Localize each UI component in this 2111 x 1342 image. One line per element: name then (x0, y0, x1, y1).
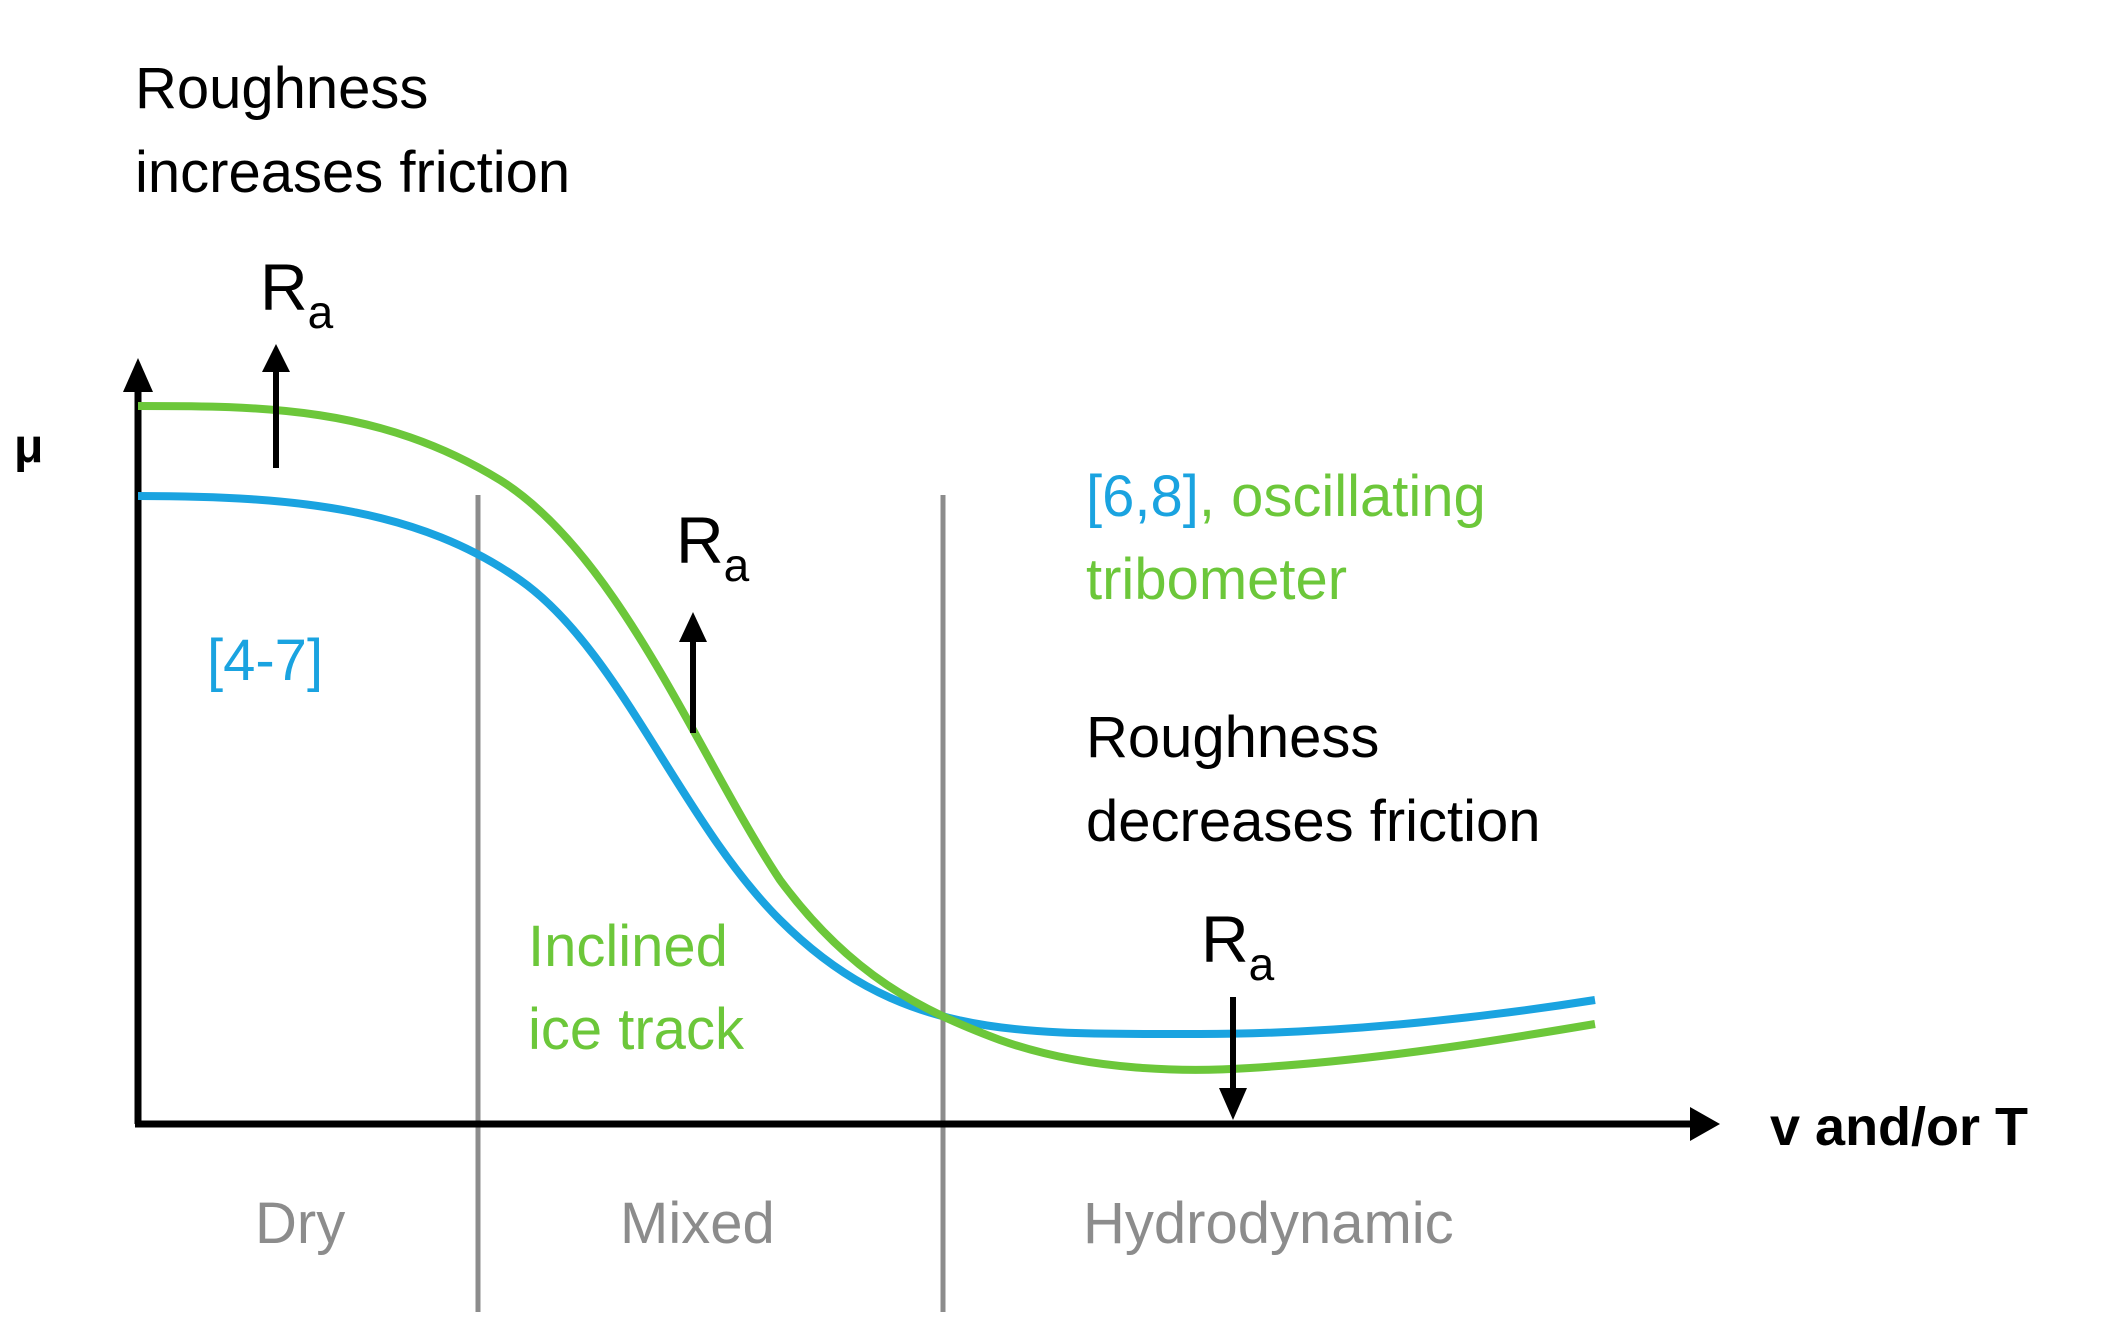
annotation-decreases-line2: decreases friction (1086, 789, 1541, 854)
ra-label-mixed: Ra (676, 503, 750, 591)
blue-reference-label: [4-7] (207, 628, 323, 693)
y-axis-label: μ (14, 420, 43, 473)
ra-arrow-dry-head (262, 344, 290, 372)
blue-friction-curve (137, 492, 1596, 1039)
regime-label-dry: Dry (255, 1191, 345, 1256)
green-friction-curve (137, 402, 1596, 1074)
ra-arrow-mixed-head (679, 612, 707, 642)
regime-label-hydrodynamic: Hydrodynamic (1083, 1191, 1454, 1256)
x-axis-label: v and/or T (1770, 1097, 2028, 1157)
x-axis-arrowhead (1690, 1107, 1720, 1141)
ra-label-hydro: Ra (1201, 902, 1275, 990)
ra-label-dry: Ra (260, 250, 334, 338)
y-axis-arrowhead (123, 358, 153, 392)
oscillating-label-line2: tribometer (1086, 547, 1347, 612)
green-label-line2: ice track (528, 997, 745, 1062)
green-label-line1: Inclined (528, 914, 728, 979)
regime-label-mixed: Mixed (620, 1191, 775, 1256)
ra-arrow-hydro-head (1219, 1088, 1247, 1120)
oscillating-label-line1: [6,8], oscillating (1086, 464, 1486, 529)
annotation-decreases-line1: Roughness (1086, 705, 1379, 770)
annotation-increases-line2: increases friction (135, 140, 570, 205)
annotation-increases-line1: Roughness (135, 56, 428, 121)
